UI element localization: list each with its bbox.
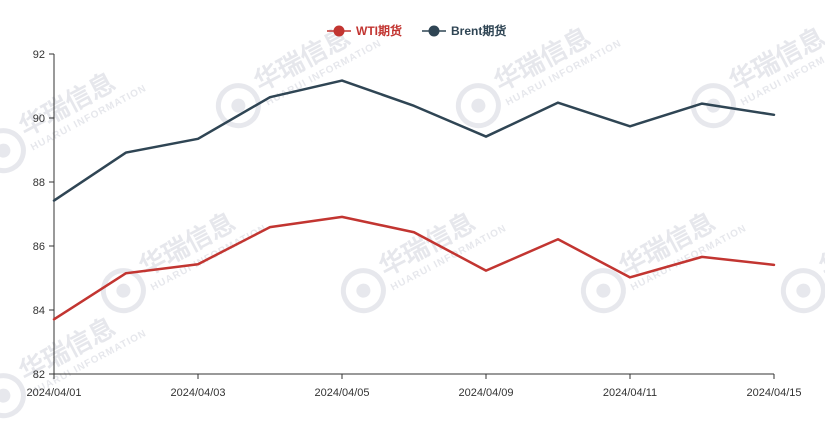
- data-point[interactable]: [555, 100, 561, 106]
- data-point[interactable]: [483, 134, 489, 140]
- legend-label: WTI期货: [356, 23, 402, 38]
- watermark-logo-icon: [780, 268, 825, 314]
- legend-item[interactable]: Brent期货: [422, 23, 506, 38]
- data-point[interactable]: [483, 268, 489, 274]
- data-point[interactable]: [627, 123, 633, 129]
- watermark-logo-icon: [455, 83, 501, 129]
- legend-marker-icon: [428, 25, 440, 37]
- series: [51, 214, 777, 322]
- data-point[interactable]: [411, 229, 417, 235]
- x-tick-label: 2024/04/15: [746, 387, 801, 399]
- legend-item[interactable]: WTI期货: [327, 23, 402, 38]
- series-layer: [51, 78, 777, 322]
- watermark-logo-icon: [0, 128, 26, 174]
- series-line[interactable]: [52, 79, 776, 202]
- watermark-logo-icon: [580, 268, 626, 314]
- y-tick-label: 82: [33, 369, 45, 381]
- x-tick-label: 2024/04/09: [458, 387, 513, 399]
- x-tick-label: 2024/04/01: [26, 387, 81, 399]
- data-point[interactable]: [123, 270, 129, 276]
- watermark-logo-icon: [100, 268, 146, 314]
- data-point[interactable]: [51, 316, 57, 322]
- x-tick-label: 2024/04/03: [170, 387, 225, 399]
- watermark-logo-icon: [0, 373, 26, 419]
- data-point[interactable]: [411, 103, 417, 109]
- data-point[interactable]: [51, 198, 57, 204]
- y-tick-label: 88: [33, 177, 45, 189]
- y-tick-label: 86: [33, 241, 45, 253]
- data-point[interactable]: [339, 78, 345, 84]
- data-point[interactable]: [627, 274, 633, 280]
- data-point[interactable]: [555, 236, 561, 242]
- data-point[interactable]: [123, 150, 129, 156]
- y-tick-label: 84: [33, 305, 45, 317]
- y-tick-label: 92: [33, 49, 45, 61]
- series-line[interactable]: [52, 215, 776, 321]
- watermark-logo-icon: [215, 83, 261, 129]
- series: [51, 78, 777, 204]
- data-point[interactable]: [699, 254, 705, 260]
- data-point[interactable]: [195, 261, 201, 267]
- chart-axes: 82 84 86 88 90 92 2024/04/01 2024/04/03 2024/04/…: [26, 49, 801, 399]
- y-tick-label: 90: [33, 113, 45, 125]
- legend-label: Brent期货: [451, 23, 506, 38]
- legend-marker-icon: [333, 25, 345, 37]
- x-tick-label: 2024/04/05: [314, 387, 369, 399]
- data-point[interactable]: [699, 101, 705, 107]
- data-point[interactable]: [267, 224, 273, 230]
- data-point[interactable]: [195, 136, 201, 142]
- watermark-logo-icon: [340, 268, 386, 314]
- data-point[interactable]: [339, 214, 345, 220]
- watermark-name: 华瑞信息: [814, 207, 825, 282]
- x-tick-label: 2024/04/11: [603, 387, 657, 399]
- data-point[interactable]: [771, 262, 777, 268]
- data-point[interactable]: [267, 94, 273, 100]
- data-point[interactable]: [771, 112, 777, 118]
- chart-legend[interactable]: WTI期货 Brent期货: [327, 23, 506, 38]
